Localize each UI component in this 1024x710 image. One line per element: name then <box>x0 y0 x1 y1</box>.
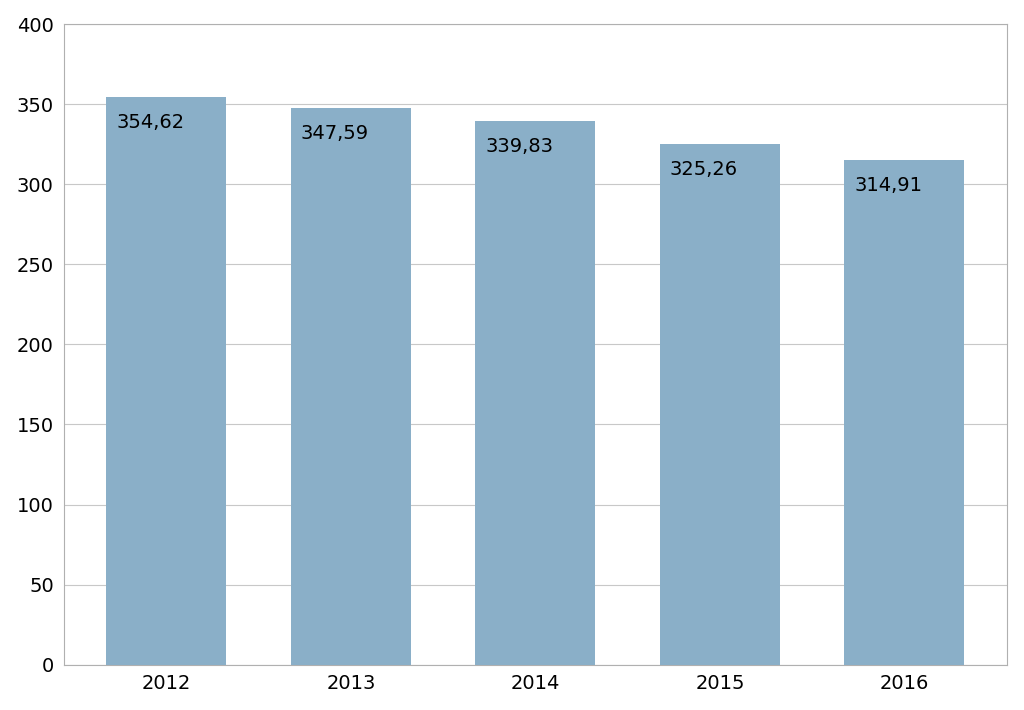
Text: 314,91: 314,91 <box>854 176 922 195</box>
Bar <box>845 160 965 665</box>
Text: 325,26: 325,26 <box>670 160 737 179</box>
Bar <box>291 108 411 665</box>
Bar <box>660 144 780 665</box>
Text: 347,59: 347,59 <box>300 124 369 143</box>
Text: 354,62: 354,62 <box>116 113 184 132</box>
Bar <box>475 121 595 665</box>
Bar <box>106 97 226 665</box>
Text: 339,83: 339,83 <box>485 136 553 155</box>
